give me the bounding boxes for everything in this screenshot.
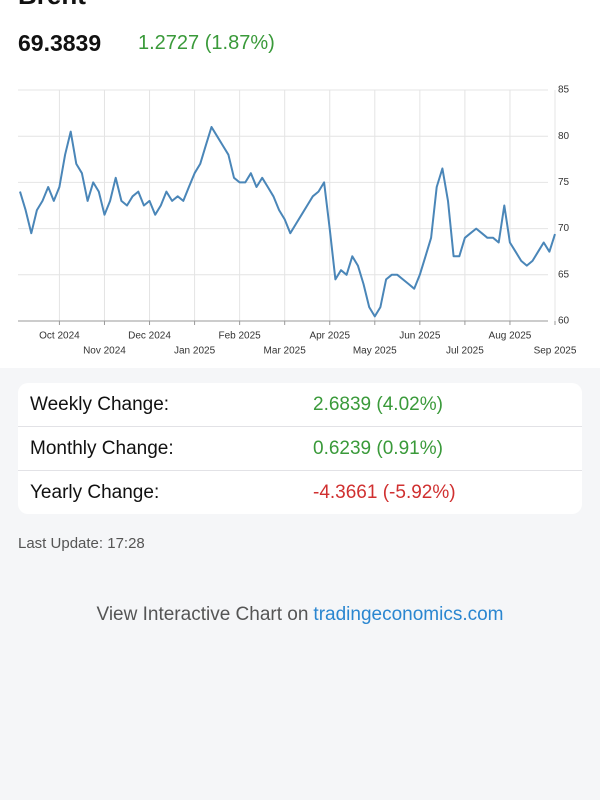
stat-label: Weekly Change: bbox=[30, 394, 170, 415]
y-tick-label: 75 bbox=[558, 177, 570, 188]
stat-row: Yearly Change: -4.3661 (-5.92%) bbox=[18, 471, 582, 514]
stat-label: Yearly Change: bbox=[30, 482, 160, 503]
stat-label: Monthly Change: bbox=[30, 438, 174, 459]
x-tick-label: Feb 2025 bbox=[218, 331, 261, 342]
x-tick-label: Mar 2025 bbox=[264, 346, 307, 357]
stat-value: 2.6839 (4.02%) bbox=[313, 394, 443, 415]
x-tick-label: Oct 2024 bbox=[39, 331, 80, 342]
stat-value: -4.3661 (-5.92%) bbox=[313, 482, 456, 503]
price-line bbox=[19, 126, 556, 318]
x-tick-label: Jun 2025 bbox=[399, 331, 441, 342]
x-tick-label: May 2025 bbox=[353, 346, 397, 357]
stat-value: 0.6239 (0.91%) bbox=[313, 438, 443, 459]
stat-row: Weekly Change: 2.6839 (4.02%) bbox=[18, 383, 582, 427]
x-tick-label: Jan 2025 bbox=[174, 346, 216, 357]
price: 69.3839 bbox=[18, 30, 102, 56]
y-tick-label: 85 bbox=[558, 85, 570, 96]
x-tick-label: Apr 2025 bbox=[309, 331, 350, 342]
footer: View Interactive Chart on tradingeconomic… bbox=[0, 604, 600, 626]
x-tick-label: Dec 2024 bbox=[128, 331, 171, 342]
y-tick-label: 60 bbox=[558, 316, 570, 327]
footer-text: View Interactive Chart on bbox=[96, 604, 309, 625]
x-tick-label: Aug 2025 bbox=[489, 331, 532, 342]
stat-row: Monthly Change: 0.6239 (0.91%) bbox=[18, 427, 582, 471]
price-change: 1.2727 (1.87%) bbox=[138, 32, 275, 54]
y-tick-label: 80 bbox=[558, 131, 570, 142]
chart-container: 60 65 70 75 80 85 Oct 2024 Nov 2024 Dec 2024 Jan … bbox=[0, 72, 600, 368]
last-update: Last Update: 17:28 bbox=[18, 535, 145, 552]
y-tick-label: 70 bbox=[558, 223, 570, 234]
title: Brent bbox=[18, 0, 86, 11]
x-tick-label: Sep 2025 bbox=[534, 346, 577, 357]
y-tick-label: 65 bbox=[558, 269, 570, 280]
x-tick-label: Nov 2024 bbox=[83, 346, 126, 357]
header: Brent 69.3839 1.2727 (1.87%) bbox=[0, 0, 600, 72]
stats-card: Weekly Change: 2.6839 (4.02%) Monthly Cha… bbox=[18, 383, 582, 514]
x-tick-label: Jul 2025 bbox=[446, 346, 484, 357]
footer-link[interactable]: tradingeconomics.com bbox=[313, 604, 504, 625]
